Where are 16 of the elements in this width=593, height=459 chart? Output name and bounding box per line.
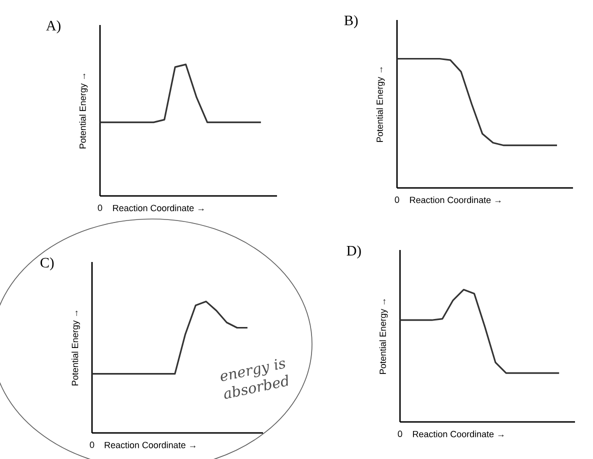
y-axis-title: Potential Energy → (379, 299, 388, 374)
y-axis-title: Potential Energy → (79, 74, 88, 148)
text: 0 (98, 204, 102, 211)
x-axis-title: Reaction Coordinate → (413, 430, 504, 438)
y-axis-title: Potential Energy → (72, 310, 80, 386)
text: 0 (398, 430, 402, 438)
text: 0 (394, 196, 400, 203)
chart-title: B) (344, 15, 358, 28)
x-axis-title: Reaction Coordinate → (113, 204, 204, 212)
chart-title: A) (46, 20, 60, 34)
x-axis-title: Reaction Coordinate → (104, 442, 196, 448)
y-axis-title: Potential Energy → (376, 67, 385, 142)
chart-title: D) (346, 246, 361, 258)
text: 0 (90, 442, 94, 448)
x-axis-title: Reaction Coordinate → (410, 196, 501, 204)
chart-title: C) (40, 257, 54, 270)
